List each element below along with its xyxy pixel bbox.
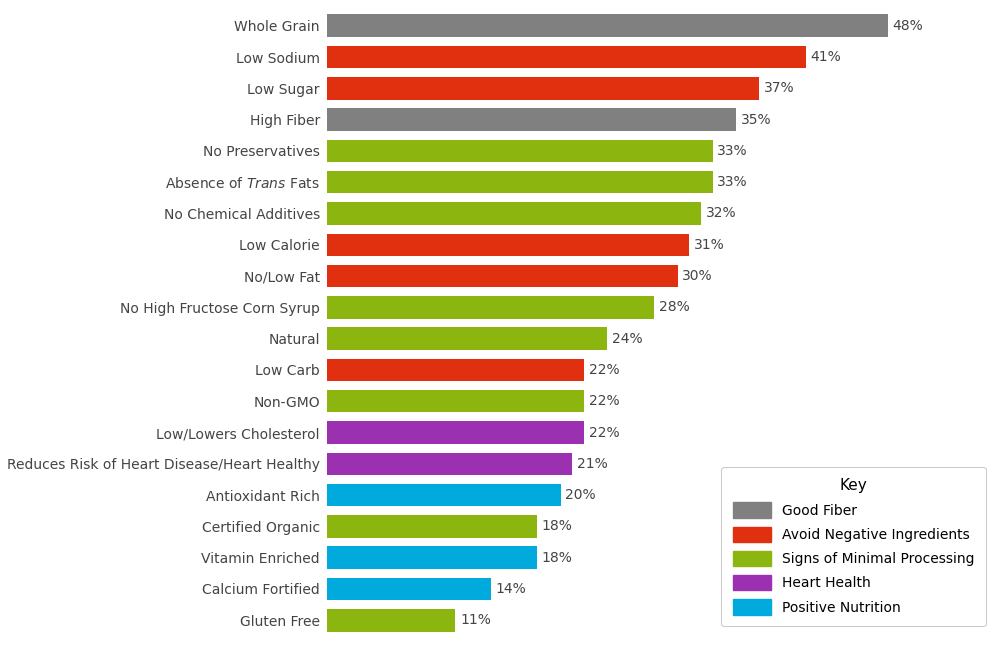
Bar <box>327 547 537 569</box>
Text: 22%: 22% <box>589 394 619 408</box>
Bar <box>327 578 491 600</box>
Text: 21%: 21% <box>577 457 608 471</box>
Bar <box>327 14 888 37</box>
Text: 32%: 32% <box>706 207 736 220</box>
Text: 22%: 22% <box>589 426 619 439</box>
Text: 24%: 24% <box>612 331 643 346</box>
Bar <box>327 390 584 413</box>
Bar <box>327 265 678 287</box>
Text: 35%: 35% <box>741 112 771 127</box>
Text: 28%: 28% <box>659 300 690 315</box>
Text: 14%: 14% <box>495 582 526 596</box>
Bar <box>327 328 607 350</box>
Bar <box>327 359 584 381</box>
Text: 18%: 18% <box>542 519 573 534</box>
Bar <box>327 77 759 99</box>
Bar <box>327 202 701 225</box>
Bar <box>327 171 713 193</box>
Text: 48%: 48% <box>893 19 923 33</box>
Text: 20%: 20% <box>565 488 596 502</box>
Text: 41%: 41% <box>811 50 841 64</box>
Bar <box>327 609 455 632</box>
Text: 37%: 37% <box>764 81 795 96</box>
Bar <box>327 453 572 475</box>
Bar <box>327 515 537 537</box>
Text: 30%: 30% <box>682 269 713 283</box>
Bar <box>327 109 736 131</box>
Text: 22%: 22% <box>589 363 619 377</box>
Bar <box>327 421 584 444</box>
Bar <box>327 484 561 506</box>
Text: 33%: 33% <box>717 175 748 189</box>
Bar <box>327 140 713 162</box>
Text: 18%: 18% <box>542 550 573 565</box>
Text: 33%: 33% <box>717 144 748 158</box>
Legend: Good Fiber, Avoid Negative Ingredients, Signs of Minimal Processing, Heart Healt: Good Fiber, Avoid Negative Ingredients, … <box>721 467 986 626</box>
Text: 11%: 11% <box>460 613 491 627</box>
Bar <box>327 233 689 256</box>
Bar <box>327 296 654 318</box>
Bar <box>327 46 806 68</box>
Text: 31%: 31% <box>694 238 725 252</box>
